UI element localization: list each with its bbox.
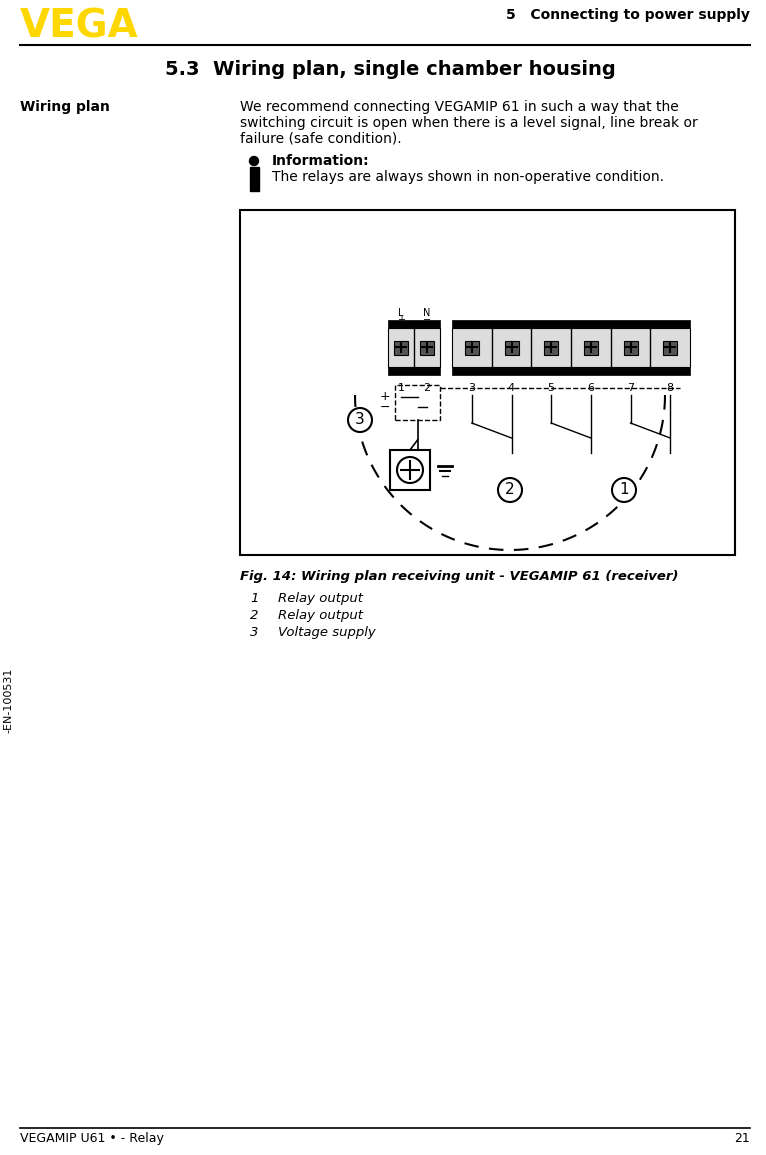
Text: L: L bbox=[398, 308, 404, 318]
Text: −: − bbox=[423, 315, 431, 325]
Bar bbox=[420, 341, 434, 355]
Text: 3: 3 bbox=[250, 626, 258, 639]
Text: 21: 21 bbox=[735, 1132, 750, 1145]
Text: Wiring plan: Wiring plan bbox=[20, 100, 110, 114]
Text: 5   Connecting to power supply: 5 Connecting to power supply bbox=[506, 8, 750, 22]
Text: 6: 6 bbox=[588, 383, 594, 393]
Bar bbox=[388, 328, 440, 367]
Bar bbox=[465, 341, 479, 355]
Text: N: N bbox=[424, 308, 430, 318]
Text: 4: 4 bbox=[508, 383, 515, 393]
Text: 2: 2 bbox=[250, 609, 258, 623]
Text: 5: 5 bbox=[548, 383, 555, 393]
Text: 3: 3 bbox=[468, 383, 476, 393]
Circle shape bbox=[250, 156, 258, 165]
Text: 5.3  Wiring plan, single chamber housing: 5.3 Wiring plan, single chamber housing bbox=[165, 60, 615, 79]
Text: We recommend connecting VEGAMIP 61 in such a way that the: We recommend connecting VEGAMIP 61 in su… bbox=[240, 100, 679, 114]
Text: 8: 8 bbox=[666, 383, 674, 393]
Circle shape bbox=[498, 478, 522, 502]
Circle shape bbox=[348, 408, 372, 432]
Text: 2: 2 bbox=[424, 383, 430, 393]
Bar bbox=[452, 328, 690, 367]
Bar bbox=[250, 167, 258, 191]
Bar bbox=[395, 385, 440, 420]
Text: 3: 3 bbox=[355, 412, 365, 427]
Text: Relay output: Relay output bbox=[278, 593, 363, 605]
Text: +: + bbox=[397, 315, 405, 325]
Text: The relays are always shown in non-operative condition.: The relays are always shown in non-opera… bbox=[272, 170, 664, 184]
Text: −: − bbox=[379, 401, 390, 413]
Text: Relay output: Relay output bbox=[278, 609, 363, 623]
Text: -EN-100531: -EN-100531 bbox=[3, 668, 13, 732]
Bar bbox=[505, 341, 519, 355]
Text: 2: 2 bbox=[506, 483, 515, 498]
Text: +: + bbox=[379, 390, 390, 403]
Bar bbox=[452, 367, 690, 375]
Text: VEGA: VEGA bbox=[20, 8, 139, 46]
Text: 1: 1 bbox=[619, 483, 629, 498]
Bar bbox=[584, 341, 597, 355]
Bar bbox=[240, 210, 735, 556]
Text: Voltage supply: Voltage supply bbox=[278, 626, 376, 639]
Bar bbox=[388, 320, 440, 328]
Circle shape bbox=[612, 478, 636, 502]
Text: 7: 7 bbox=[627, 383, 634, 393]
Bar bbox=[394, 341, 408, 355]
Text: 1: 1 bbox=[398, 383, 404, 393]
Bar bbox=[663, 341, 677, 355]
Text: switching circuit is open when there is a level signal, line break or: switching circuit is open when there is … bbox=[240, 116, 698, 131]
Bar bbox=[452, 320, 690, 328]
Bar bbox=[388, 367, 440, 375]
Circle shape bbox=[397, 457, 423, 483]
Bar bbox=[390, 450, 430, 490]
Bar bbox=[624, 341, 637, 355]
Bar bbox=[544, 341, 558, 355]
Text: Fig. 14: Wiring plan receiving unit - VEGAMIP 61 (receiver): Fig. 14: Wiring plan receiving unit - VE… bbox=[240, 571, 679, 583]
Text: failure (safe condition).: failure (safe condition). bbox=[240, 132, 401, 146]
Text: VEGAMIP U61 • - Relay: VEGAMIP U61 • - Relay bbox=[20, 1132, 164, 1145]
Text: Information:: Information: bbox=[272, 154, 370, 167]
Text: 1: 1 bbox=[250, 593, 258, 605]
